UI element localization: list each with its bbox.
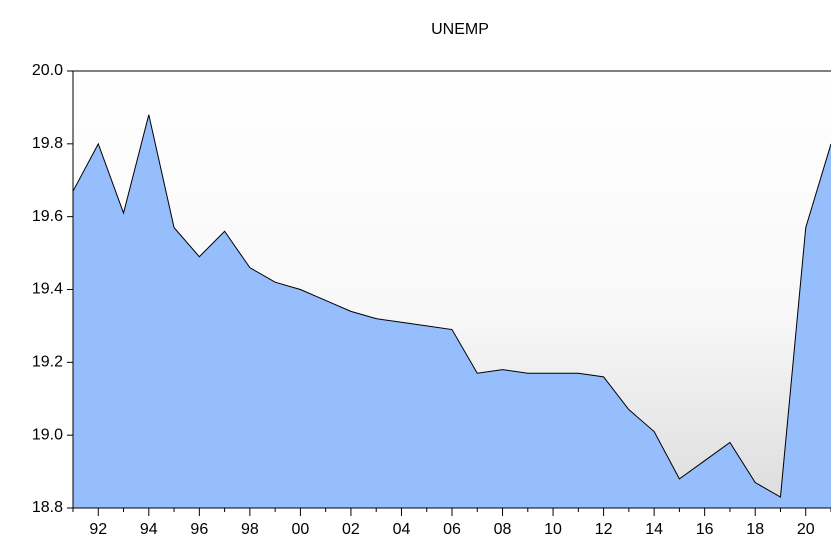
x-tick-label: 08 (494, 521, 512, 538)
y-tick-label: 18.8 (32, 499, 63, 516)
y-tick-label: 19.8 (32, 135, 63, 152)
area (73, 114, 831, 508)
x-tick-label: 14 (645, 521, 663, 538)
x-tick-label: 92 (89, 521, 107, 538)
x-tick-label: 16 (696, 521, 714, 538)
chart-title: UNEMP (431, 21, 489, 38)
y-tick-label: 19.4 (32, 281, 63, 298)
x-tick-label: 02 (342, 521, 360, 538)
x-tick-label: 94 (140, 521, 158, 538)
y-tick-label: 19.6 (32, 208, 63, 225)
y-tick-label: 19.2 (32, 354, 63, 371)
y-tick-label: 20.0 (32, 62, 63, 79)
x-tick-label: 12 (595, 521, 613, 538)
x-tick-label: 04 (393, 521, 411, 538)
x-tick-label: 20 (797, 521, 815, 538)
x-tick-label: 96 (190, 521, 208, 538)
x-tick-label: 18 (746, 521, 764, 538)
x-tick-label: 98 (241, 521, 259, 538)
x-tick-label: 00 (292, 521, 310, 538)
x-tick-label: 06 (443, 521, 461, 538)
x-tick-label: 10 (544, 521, 562, 538)
y-tick-label: 19.0 (32, 426, 63, 443)
line (72, 114, 831, 498)
